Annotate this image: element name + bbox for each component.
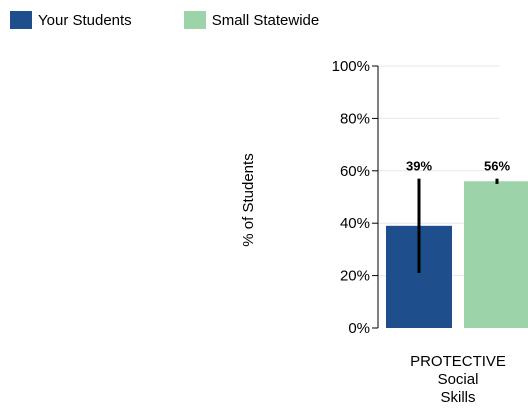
legend-label-your-students: Your Students	[38, 11, 132, 29]
bars	[386, 181, 528, 328]
y-tick-label: 100%	[332, 58, 370, 75]
legend: Your Students Small Statewide	[10, 10, 371, 30]
error-bars	[417, 178, 499, 273]
x-category-label-line: Skills	[440, 389, 475, 406]
y-tick-label: 20%	[340, 268, 370, 285]
bar-1	[464, 181, 528, 328]
legend-label-small-statewide: Small Statewide	[211, 11, 320, 29]
y-tick-label: 80%	[340, 110, 370, 127]
legend-swatch-small-statewide	[183, 11, 206, 29]
data-label-1: 56%	[484, 159, 510, 174]
legend-item-your-students: Your Students	[10, 11, 132, 29]
y-axis-title: % of Students	[240, 153, 257, 246]
data-label-0: 39%	[406, 159, 432, 174]
x-category-label: PROTECTIVE Social Skills	[410, 353, 506, 406]
y-tick-label: 0%	[348, 320, 370, 337]
data-labels: 39% 56%	[406, 159, 510, 174]
y-tick-label: 60%	[340, 163, 370, 180]
y-tick-label: 40%	[340, 215, 370, 232]
x-category-label-line: Social	[438, 371, 479, 388]
x-category-label-line: PROTECTIVE	[410, 353, 506, 370]
legend-swatch-your-students	[10, 11, 32, 29]
legend-item-small-statewide: Small Statewide	[183, 11, 320, 29]
y-axis: 0% 20% 40% 60% 80% 100%	[332, 58, 379, 337]
